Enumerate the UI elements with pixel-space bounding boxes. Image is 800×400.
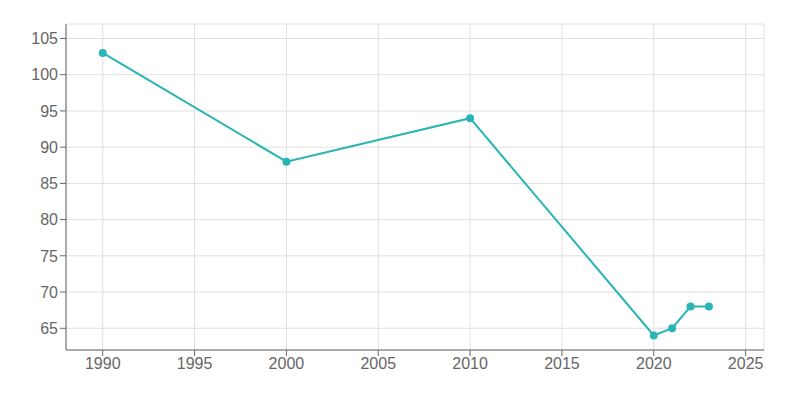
- svg-text:1990: 1990: [85, 355, 121, 372]
- svg-text:100: 100: [31, 66, 58, 83]
- svg-text:95: 95: [40, 103, 58, 120]
- svg-text:105: 105: [31, 30, 58, 47]
- svg-text:85: 85: [40, 175, 58, 192]
- svg-text:80: 80: [40, 211, 58, 228]
- svg-text:70: 70: [40, 284, 58, 301]
- svg-text:90: 90: [40, 139, 58, 156]
- svg-text:2020: 2020: [636, 355, 672, 372]
- svg-text:2000: 2000: [269, 355, 305, 372]
- svg-text:2005: 2005: [360, 355, 396, 372]
- svg-text:1995: 1995: [177, 355, 213, 372]
- svg-text:2015: 2015: [544, 355, 580, 372]
- svg-text:65: 65: [40, 320, 58, 337]
- svg-text:75: 75: [40, 248, 58, 265]
- svg-text:2010: 2010: [452, 355, 488, 372]
- svg-text:2025: 2025: [728, 355, 764, 372]
